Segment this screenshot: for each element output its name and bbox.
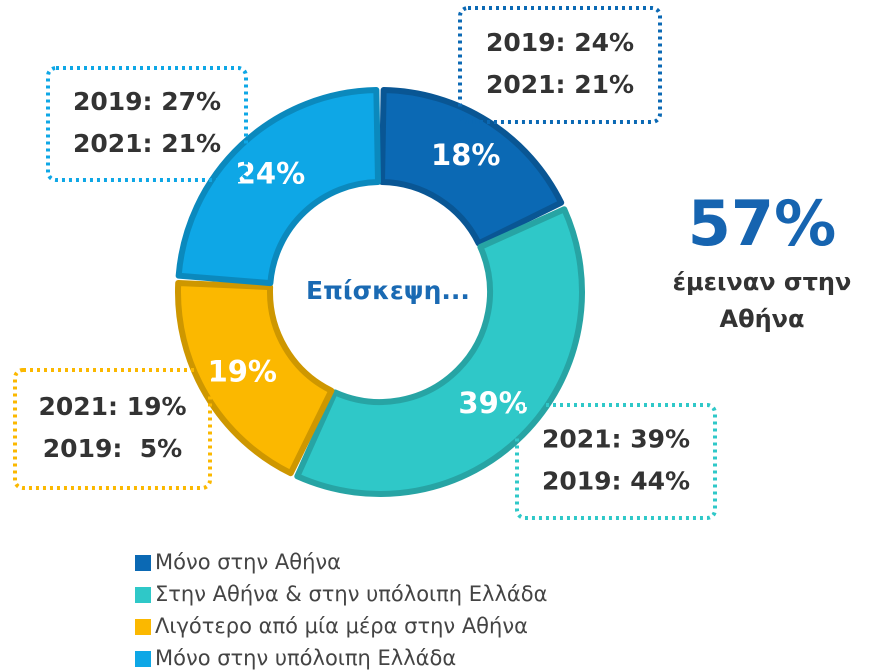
legend-swatch <box>135 651 151 667</box>
data-label: 24% <box>236 156 305 190</box>
callout-text: 2021: 21% <box>73 129 221 158</box>
legend-label: Στην Αθήνα & στην υπόλοιπη Ελλάδα <box>155 582 547 606</box>
callout-text: 2021: 19% <box>38 392 186 421</box>
side-text: Αθήνα <box>720 305 805 333</box>
callout-text: 2021: 39% <box>542 425 690 454</box>
callout-box <box>515 403 717 520</box>
callout-box <box>46 66 248 182</box>
legend-swatch <box>135 587 151 603</box>
legend-label: Μόνο στην υπόλοιπη Ελλάδα <box>155 646 456 670</box>
callout-box <box>13 368 212 490</box>
callout-text: 2021: 21% <box>486 70 634 99</box>
data-label: 18% <box>431 138 500 172</box>
callout-text: 2019: 5% <box>43 434 182 463</box>
callout-text: 2019: 24% <box>486 28 634 57</box>
legend-label: Λιγότερο από μία μέρα στην Αθήνα <box>155 614 528 638</box>
side-value: 57% <box>688 187 836 260</box>
center-label: Επίσκεψη... <box>306 276 470 305</box>
data-label: 19% <box>208 354 277 388</box>
side-text: έμειναν στην <box>673 268 852 296</box>
callout-text: 2019: 27% <box>73 87 221 116</box>
callout-text: 2019: 44% <box>542 467 690 496</box>
legend-swatch <box>135 619 151 635</box>
legend-label: Μόνο στην Αθήνα <box>155 550 341 574</box>
callout-box <box>458 6 662 124</box>
donut-segment <box>294 206 585 497</box>
donut-segment <box>378 87 565 247</box>
donut-segment <box>175 279 335 477</box>
data-label: 39% <box>458 386 527 420</box>
donut-segment <box>175 87 382 287</box>
legend-swatch <box>135 555 151 571</box>
